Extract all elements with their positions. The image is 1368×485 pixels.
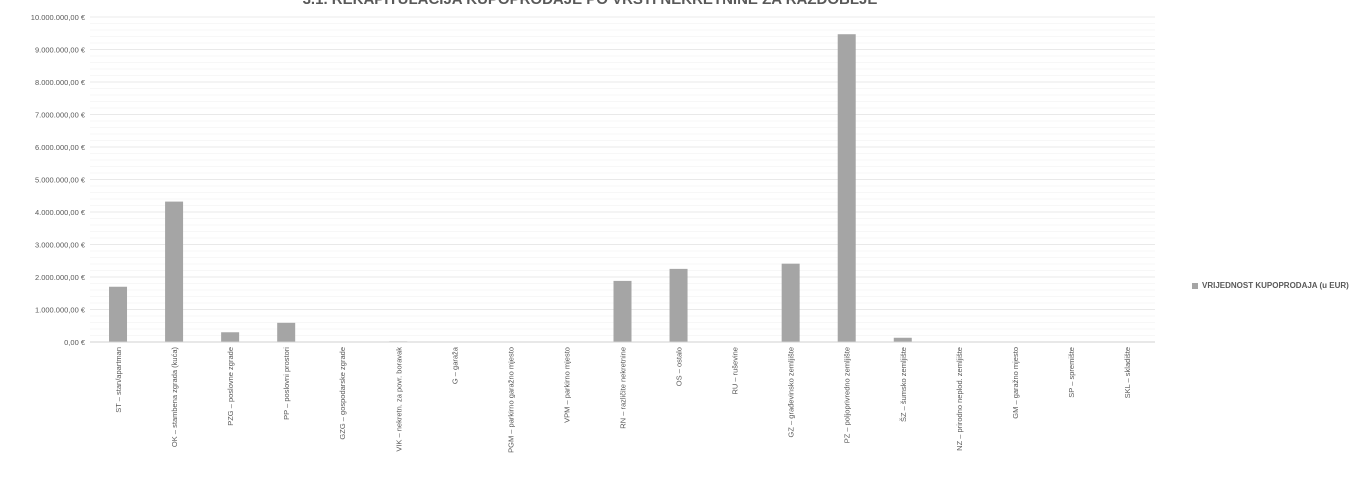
x-category-label: SP – spremište [1067,347,1076,398]
x-category-label: OK – stambena zgrada (kuća) [170,347,179,448]
legend: VRIJEDNOST KUPOPRODAJA (u EUR) [1192,281,1349,290]
bar [109,286,128,342]
bars [109,34,912,342]
x-category-label: PZ – poljoprivredno zemljište [843,347,852,443]
x-axis-category-labels: ST – stan/apartman OK – stambena zgrada (… [114,346,1132,453]
x-category-label: ST – stan/apartman [114,347,123,413]
y-axis-tick-labels: 0,00 € 1.000.000,00 € 2.000.000,00 € 3.000.… [31,13,86,347]
x-category-label: ŠZ – šumsko zemljište [899,347,908,422]
x-category-label: PGM – parkirno garažno mjesto [506,347,515,453]
x-category-label: SKL – skladište [1123,347,1132,398]
y-tick-label: 3.000.000,00 € [35,241,86,250]
bar [669,268,688,342]
x-category-label: PZG – poslovne zgrade [226,347,235,426]
x-category-label: VPM – parkirno mjesto [562,347,571,423]
y-tick-label: 7.000.000,00 € [35,111,86,120]
y-tick-label: 5.000.000,00 € [35,176,86,185]
chart-title: 3.1. REKAPITULACIJA KUPOPRODAJE PO VRSTI… [230,0,950,8]
bar [613,280,632,342]
bar [221,332,240,342]
x-category-label: GZ – građevinsko zemljište [787,347,796,437]
y-tick-label: 8.000.000,00 € [35,78,86,87]
y-tick-label: 2.000.000,00 € [35,273,86,282]
x-category-label: VIK – nekretn. za povr. boravak [394,347,403,452]
y-tick-label: 0,00 € [64,338,86,347]
x-category-label: GZG – gospodarske zgrade [338,347,347,440]
y-tick-label: 1.000.000,00 € [35,306,86,315]
bar [781,263,800,342]
gridlines [90,16,1155,343]
y-tick-label: 10.000.000,00 € [31,13,86,22]
bar [165,201,184,342]
x-category-label: OS – ostalo [675,347,684,386]
x-category-label: RN – različite nekretnine [619,347,628,429]
x-category-label: NZ – prirodno neplod. zemljište [955,347,964,451]
legend-label: VRIJEDNOST KUPOPRODAJA (u EUR) [1202,281,1349,290]
x-category-label: RU – ruševine [731,347,740,395]
x-category-label: G – garaža [450,346,459,384]
legend-swatch [1192,282,1198,289]
bar [277,322,296,342]
y-tick-label: 6.000.000,00 € [35,143,86,152]
y-tick-label: 9.000.000,00 € [35,46,86,55]
bar [837,34,856,342]
y-tick-label: 4.000.000,00 € [35,208,86,217]
x-category-label: GM – garažno mjesto [1011,347,1020,419]
bar [893,337,912,342]
x-category-label: PP – poslovni prostori [282,347,291,420]
